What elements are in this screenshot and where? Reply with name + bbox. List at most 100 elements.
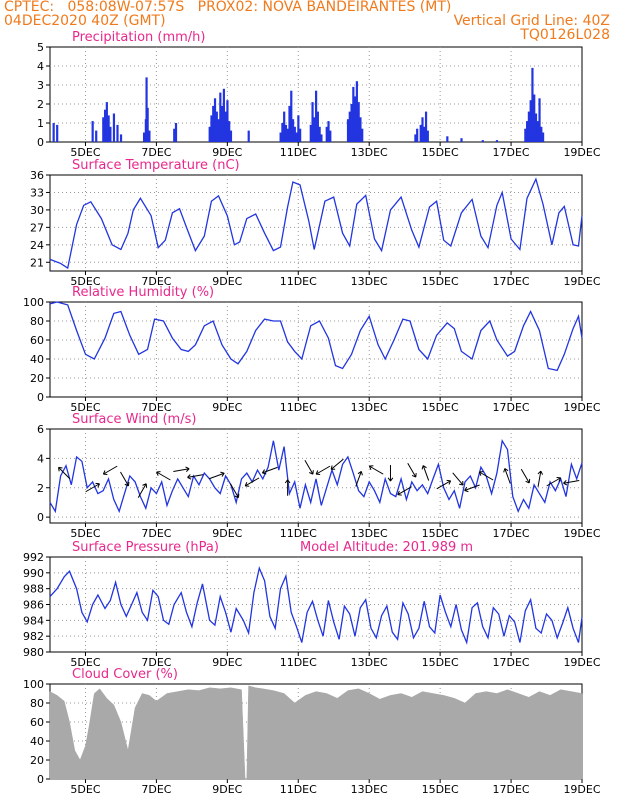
precip-bar [325, 126, 328, 142]
wind-arrowhead [357, 471, 363, 476]
wind-arrow [209, 472, 225, 480]
x-tick-label: 13DEC [351, 527, 388, 540]
series-line [49, 438, 583, 514]
precip-bar [315, 90, 318, 142]
precip-bar [213, 98, 217, 142]
precip-bar [224, 111, 227, 142]
x-tick-label: 19DEC [563, 656, 600, 669]
wind-arrow [537, 470, 542, 487]
y-tick-label: 0 [37, 773, 44, 786]
x-tick-label: 9DEC [212, 656, 242, 669]
x-tick-label: 19DEC [563, 783, 600, 796]
precip-bar [495, 140, 499, 142]
x-tick-label: 9DEC [212, 146, 242, 159]
x-tick-label: 5DEC [70, 656, 100, 669]
precip-bar [320, 134, 323, 142]
wind-arrow [422, 465, 430, 481]
precip-bar [174, 123, 178, 142]
precip-bar [146, 107, 149, 142]
series-line [49, 177, 583, 270]
precip-bar [222, 88, 225, 142]
precip-bar [119, 134, 123, 142]
x-tick-label: 5DEC [70, 783, 100, 796]
wind-arrowhead [309, 470, 314, 475]
x-tick-label: 5DEC [70, 401, 100, 414]
x-tick-label: 7DEC [141, 146, 171, 159]
wind-arrow [173, 468, 190, 473]
x-tick-label: 11DEC [280, 275, 317, 288]
series-line [49, 301, 583, 372]
wind-arrow [436, 480, 451, 490]
x-tick-label: 15DEC [422, 783, 459, 796]
precip-bar [283, 111, 286, 142]
precip-bar [327, 121, 330, 142]
precip-bar [416, 128, 419, 142]
y-tick-label: 60 [30, 334, 44, 347]
y-tick-label: 100 [23, 296, 44, 309]
precip-bar [460, 138, 463, 142]
wind-arrow [520, 468, 530, 484]
wind-arrow [85, 483, 100, 493]
panel-title: Surface Pressure (hPa) [72, 540, 219, 555]
precip-bar [313, 117, 316, 142]
x-tick-label: 9DEC [212, 527, 242, 540]
wind-arrowhead [95, 482, 100, 488]
precip-bar [228, 121, 231, 142]
wind-arrowhead [556, 476, 562, 482]
panel-frame [49, 428, 583, 524]
precip-bar [247, 130, 250, 142]
precip-bar [212, 105, 215, 142]
precip-bar [446, 136, 449, 142]
precip-bar [481, 140, 484, 142]
precip-bar [173, 128, 176, 142]
precip-bar [536, 121, 539, 142]
wind-arrowhead [244, 482, 250, 487]
precip-bar [107, 115, 110, 142]
precip-bar [426, 130, 429, 142]
x-tick-label: 17DEC [493, 401, 530, 414]
precip-bar [423, 126, 426, 142]
wind-arrowhead [411, 473, 417, 478]
wind-arrowhead [261, 469, 267, 475]
y-tick-label: 0 [37, 136, 44, 149]
x-tick-label: 9DEC [212, 275, 242, 288]
precip-bar [527, 111, 530, 142]
x-tick-label: 19DEC [563, 401, 600, 414]
x-tick-label: 13DEC [351, 401, 388, 414]
wind-arrow [546, 477, 561, 487]
panel-title: Surface Wind (m/s) [72, 412, 196, 427]
wind-arrowhead [446, 479, 452, 485]
precip-bar [355, 81, 358, 142]
x-tick-label: 9DEC [212, 401, 242, 414]
y-tick-label: 984 [23, 614, 44, 627]
panel-title: Relative Humidity (%) [72, 285, 214, 300]
precip-bar [208, 126, 211, 142]
wind-arrow [229, 483, 239, 498]
x-tick-label: 7DEC [141, 401, 171, 414]
wind-arrowhead [124, 481, 130, 487]
precip-bar [311, 102, 314, 142]
x-tick-label: 15DEC [422, 146, 459, 159]
wind-arrowhead [459, 481, 464, 486]
precip-bar [419, 124, 422, 142]
y-tick-label: 20 [30, 754, 44, 767]
x-tick-label: 11DEC [280, 146, 317, 159]
precip-bar [217, 119, 220, 142]
precip-bar [421, 117, 424, 142]
y-tick-label: 982 [23, 630, 44, 643]
wind-arrow [464, 484, 480, 491]
panel-title: Surface Temperature (nC) [72, 158, 240, 173]
precip-bar [295, 132, 298, 142]
header-vertical-grid-note: Vertical Grid Line: 40Z [453, 13, 610, 29]
y-tick-label: 24 [30, 239, 44, 252]
precip-bar [357, 102, 360, 142]
y-tick-label: 20 [30, 372, 44, 385]
x-tick-label: 15DEC [422, 656, 459, 669]
precip-bar [350, 104, 353, 142]
wind-arrowhead [315, 470, 321, 476]
wind-arrow [315, 465, 331, 475]
precip-bar [219, 92, 222, 142]
precip-bar [95, 130, 98, 142]
precip-bar [524, 128, 527, 142]
x-tick-label: 11DEC [280, 527, 317, 540]
